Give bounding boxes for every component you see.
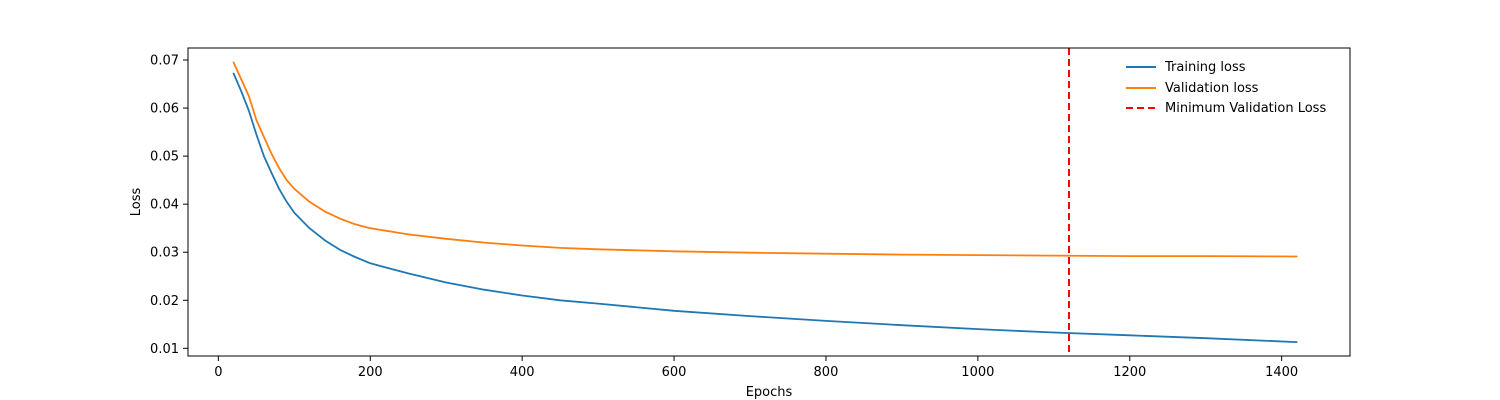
plot-frame <box>187 47 1351 357</box>
x-tick-label: 0 <box>214 365 222 380</box>
series-line-training-loss <box>232 72 1298 344</box>
x-tick-label: 800 <box>814 365 839 380</box>
y-tick-label: 0.04 <box>150 198 179 213</box>
x-axis-label: Epochs <box>746 385 793 400</box>
legend-label-minimum-validation-loss: Minimum Validation Loss <box>1165 101 1326 116</box>
legend: Training loss Validation loss Minimum Va… <box>1126 60 1326 116</box>
x-tick-label: 1200 <box>1113 365 1146 380</box>
x-axis: 0 200 400 600 800 1000 1200 1400 <box>214 356 1298 380</box>
legend-label-validation-loss: Validation loss <box>1165 81 1259 96</box>
y-tick-label: 0.06 <box>150 102 179 117</box>
y-tick-label: 0.05 <box>150 150 179 165</box>
series-line-validation-loss <box>232 61 1298 258</box>
x-tick-label: 200 <box>358 365 383 380</box>
legend-label-training-loss: Training loss <box>1164 60 1246 75</box>
x-tick-label: 600 <box>662 365 687 380</box>
y-tick-label: 0.03 <box>150 246 179 261</box>
x-tick-label: 1400 <box>1265 365 1298 380</box>
y-tick-label: 0.02 <box>150 294 179 309</box>
x-tick-label: 400 <box>510 365 535 380</box>
y-axis-label: Loss <box>129 188 144 217</box>
y-tick-label: 0.01 <box>150 342 179 357</box>
x-tick-label: 1000 <box>961 365 994 380</box>
y-tick-label: 0.07 <box>150 54 179 69</box>
series-layer <box>232 61 1298 344</box>
y-axis: 0.01 0.02 0.03 0.04 0.05 0.06 0.07 <box>150 54 188 357</box>
